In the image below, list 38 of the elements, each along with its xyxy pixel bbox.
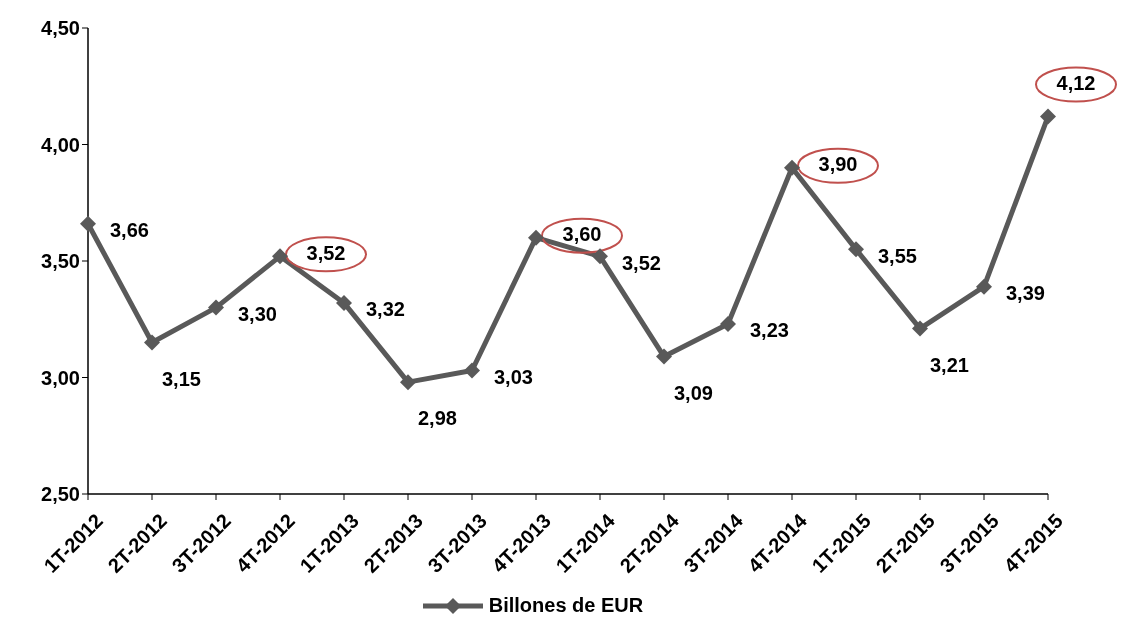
point: [400, 374, 416, 391]
point: [1040, 108, 1056, 125]
data-label: 3,32: [366, 298, 405, 321]
point: [528, 229, 544, 246]
y-tick-label: 2,50: [41, 483, 80, 506]
point: [80, 215, 96, 232]
y-tick-label: 3,50: [41, 250, 80, 273]
point: [976, 278, 992, 295]
data-label: 3,23: [750, 319, 789, 342]
point: [720, 315, 736, 332]
point: [848, 241, 864, 258]
point: [336, 294, 352, 311]
data-label: 3,39: [1006, 281, 1045, 304]
legend-label: Billones de EUR: [487, 594, 644, 617]
data-label: 3,03: [494, 365, 533, 388]
annotation: 3,90: [818, 153, 858, 176]
data-label: 3,30: [238, 302, 277, 325]
data-label: 3,55: [878, 244, 917, 267]
annotation: 4,12: [1056, 71, 1096, 94]
annotation: 3,52: [306, 241, 346, 264]
point: [272, 248, 288, 265]
data-label: 3,09: [674, 381, 713, 404]
point: [656, 348, 672, 365]
point: [144, 334, 160, 351]
data-label: 3,66: [110, 219, 149, 241]
point: [912, 320, 928, 337]
point: [592, 248, 608, 265]
data-label: 3,21: [930, 353, 969, 376]
data-label: 2,98: [418, 407, 457, 430]
point: [784, 159, 800, 176]
annotation: 3,60: [562, 222, 602, 245]
data-label: 3,52: [622, 251, 661, 274]
y-tick-label: 4,00: [41, 133, 80, 156]
y-tick-label: 4,50: [41, 17, 80, 40]
point: [208, 299, 224, 316]
point: [464, 362, 480, 379]
y-tick-label: 3,00: [41, 366, 80, 389]
data-label: 3,15: [162, 367, 201, 390]
